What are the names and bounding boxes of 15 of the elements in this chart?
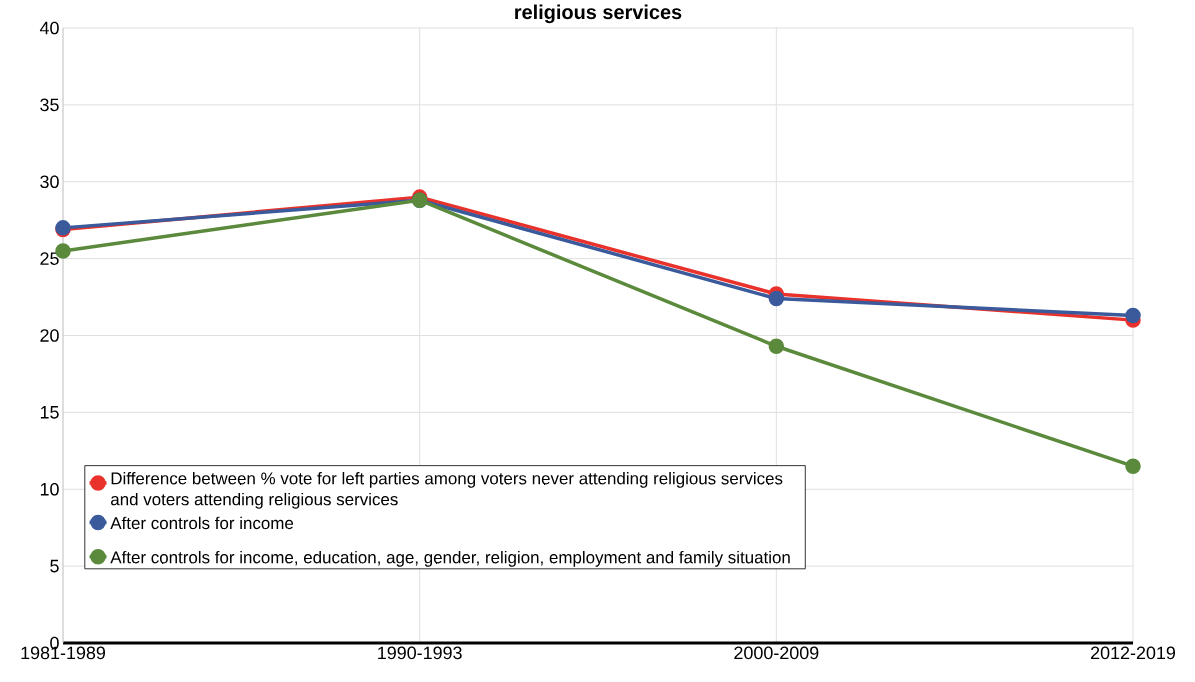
legend-label: After controls for income, education, age, gender, religion, employment and family situation: [110, 550, 790, 567]
y-tick-label: 40: [39, 21, 59, 35]
y-tick-label: 15: [40, 406, 59, 419]
y-tick-label: 25: [40, 252, 59, 265]
x-tick-label: 2000-2009: [734, 646, 819, 660]
chart-title: religious services: [515, 4, 682, 24]
legend-label: After controls for income: [110, 516, 294, 530]
y-tick-label: 10: [40, 482, 59, 496]
legend-label: Difference between % vote for left parties among voters never attending religious services and voters attending religious services: [111, 471, 783, 509]
y-tick-label: 35: [40, 98, 59, 112]
x-tick-label: 1990-1993: [378, 646, 462, 660]
y-tick-label: 30: [40, 175, 59, 189]
y-tick-label: 20: [40, 329, 59, 342]
x-tick-label: 2012-2019: [1091, 646, 1176, 660]
y-tick-label: 5: [50, 559, 59, 573]
